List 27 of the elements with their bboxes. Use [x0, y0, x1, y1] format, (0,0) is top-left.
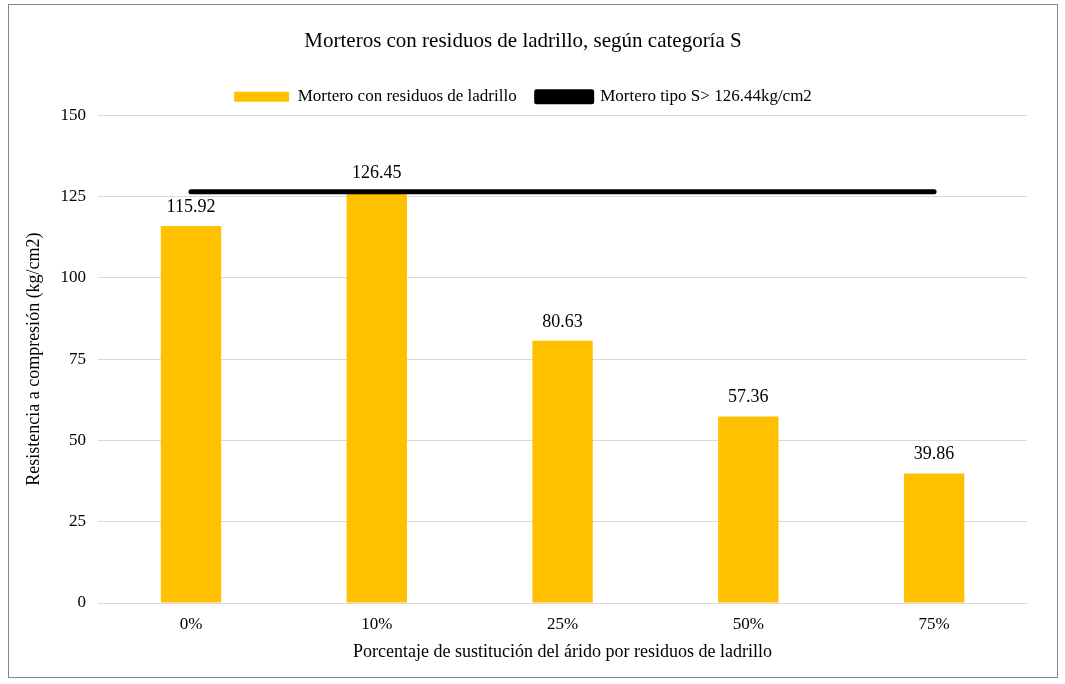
chart-title: Morteros con residuos de ladrillo, según categoría S	[304, 28, 742, 53]
y-tick-label: 100	[60, 267, 87, 287]
data-label: 80.63	[542, 310, 583, 331]
x-axis-title: Porcentaje de sustitución del árido por residuos de ladrillo	[353, 640, 772, 661]
data-label: 115.92	[166, 195, 216, 216]
data-label: 39.86	[913, 443, 955, 464]
x-tick-label: 50%	[732, 613, 764, 633]
data-label: 57.36	[728, 386, 769, 407]
bar	[532, 340, 593, 603]
bar	[160, 226, 222, 603]
legend-label: Mortero tipo S> 126.44kg/cm2	[600, 86, 812, 106]
y-axis-title: Resistencia a compresión (kg/cm2)	[22, 232, 44, 486]
x-tick-label: 25%	[546, 613, 579, 633]
x-tick-label: 0%	[179, 613, 203, 633]
bar	[903, 473, 965, 603]
bar	[718, 416, 779, 603]
bar	[346, 191, 407, 603]
legend-label: Mortero con residuos de ladrillo	[297, 86, 517, 106]
y-tick-label: 50	[69, 429, 87, 449]
data-label: 126.45	[352, 161, 402, 182]
y-tick-label: 25	[69, 511, 87, 531]
x-tick-label: 75%	[918, 613, 950, 633]
y-tick-label: 125	[60, 185, 87, 205]
y-tick-label: 150	[60, 104, 87, 124]
y-tick-label: 0	[77, 592, 87, 612]
y-tick-label: 75	[69, 348, 87, 368]
x-tick-label: 10%	[361, 613, 393, 633]
